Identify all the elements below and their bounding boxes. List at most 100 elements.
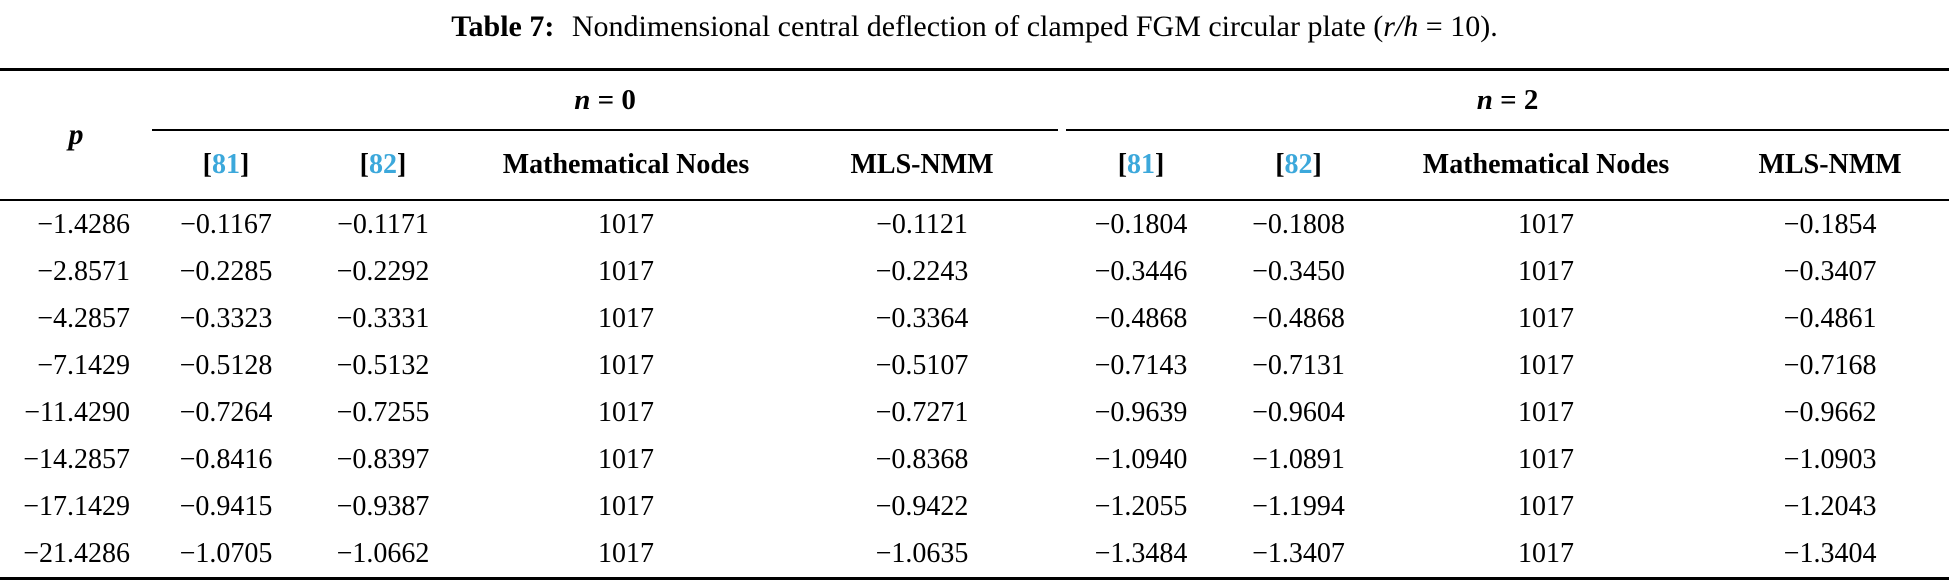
cell-n0-math-nodes: 1017	[598, 208, 654, 240]
cell-n2-ref81: −0.9639	[1094, 396, 1188, 428]
cell-spacer	[1058, 436, 1066, 483]
cell-n0-math-nodes: 1017	[598, 255, 654, 287]
cell-spacer	[1058, 342, 1066, 389]
bracket-close: ]	[397, 149, 407, 180]
cell-p: −7.1429	[37, 349, 130, 381]
group-n0-value: = 0	[590, 83, 636, 116]
cell-n0-ref82: −0.3331	[336, 302, 430, 334]
cell-n2-ref81: −0.3446	[1094, 255, 1188, 287]
cell-n2-math-nodes: 1017	[1518, 396, 1575, 428]
cell-n2-ref82: −0.4868	[1252, 302, 1345, 334]
bracket-close: ]	[1155, 149, 1165, 180]
table-row: −21.4286 −1.0705 −1.0662 1017 −1.0635 −1…	[0, 530, 1949, 579]
cell-n0-ref81: −0.2285	[179, 255, 273, 287]
group-n0-var: n	[574, 83, 591, 116]
cell-n0-math-nodes: 1017	[598, 537, 654, 569]
sub-header-row: [81] [82] Mathematical Nodes MLS-NMM [81…	[0, 130, 1949, 200]
group-n2-var: n	[1476, 83, 1493, 116]
cell-n0-math-nodes: 1017	[598, 443, 654, 475]
cell-n2-ref81: −1.0940	[1094, 443, 1188, 475]
cell-n0-ref82: −0.7255	[336, 396, 430, 428]
cell-n0-math-nodes: 1017	[598, 490, 654, 522]
cell-spacer	[1058, 389, 1066, 436]
cell-n0-ref81: −1.0705	[179, 537, 273, 569]
cell-p: −21.4286	[23, 537, 130, 569]
cell-n0-ref82: −0.9387	[336, 490, 430, 522]
cell-n0-mls-nmm: −0.1121	[876, 208, 968, 240]
cell-spacer	[1058, 248, 1066, 295]
bracket-open: [	[1117, 149, 1128, 180]
cell-n2-mls-nmm: −1.3404	[1783, 537, 1877, 569]
cell-n2-math-nodes: 1017	[1518, 349, 1575, 381]
cell-n2-math-nodes: 1017	[1518, 537, 1575, 569]
cell-n0-mls-nmm: −0.3364	[875, 302, 969, 334]
table-row: −17.1429 −0.9415 −0.9387 1017 −0.9422 −1…	[0, 483, 1949, 530]
bracket-open: [	[359, 149, 369, 180]
citation-link-82[interactable]: 82	[369, 149, 397, 180]
column-header-math-nodes-n2: Mathematical Nodes	[1422, 149, 1670, 180]
cell-n2-ref81: −0.1804	[1094, 208, 1188, 240]
bracket-open: [	[202, 149, 212, 180]
table-caption: Table 7: Nondimensional central deflecti…	[0, 0, 1949, 68]
cell-p: −2.8571	[37, 255, 130, 287]
cell-n0-ref82: −0.8397	[336, 443, 430, 475]
cell-n0-ref82: −0.1171	[337, 208, 429, 240]
cell-p: −14.2857	[23, 443, 130, 475]
cell-n0-ref81: −0.9415	[179, 490, 273, 522]
cell-n2-ref81: −1.3484	[1094, 537, 1188, 569]
cell-n2-math-nodes: 1017	[1518, 208, 1575, 240]
cell-n0-math-nodes: 1017	[598, 302, 654, 334]
data-table: p n = 0 n = 2 [81] [82] Mathematical Nod…	[0, 68, 1949, 580]
cell-p: −1.4286	[37, 208, 130, 240]
cell-n0-math-nodes: 1017	[598, 349, 654, 381]
table-body: −1.4286 −0.1167 −0.1171 1017 −0.1121 −0.…	[0, 200, 1949, 579]
cell-n2-ref82: −0.3450	[1252, 255, 1345, 287]
cell-n0-mls-nmm: −0.2243	[875, 255, 969, 287]
group-n2-value: = 2	[1492, 83, 1539, 116]
cell-n2-ref81: −1.2055	[1094, 490, 1188, 522]
cell-n2-ref82: −1.3407	[1252, 537, 1345, 569]
group-header-row: p n = 0 n = 2	[0, 69, 1949, 151]
citation-link-81[interactable]: 81	[1127, 149, 1156, 180]
cell-n2-math-nodes: 1017	[1518, 302, 1575, 334]
cell-n2-mls-nmm: −1.2043	[1783, 490, 1877, 522]
column-header-p: p	[68, 118, 84, 151]
column-header-ref81-n2: [81]	[1066, 130, 1216, 200]
cell-n0-ref81: −0.8416	[179, 443, 273, 475]
cell-n0-ref81: −0.7264	[179, 396, 273, 428]
table-row: −1.4286 −0.1167 −0.1171 1017 −0.1121 −0.…	[0, 200, 1949, 248]
cell-n0-mls-nmm: −0.5107	[875, 349, 969, 381]
cell-n0-ref81: −0.5128	[179, 349, 273, 381]
table-row: −2.8571 −0.2285 −0.2292 1017 −0.2243 −0.…	[0, 248, 1949, 295]
citation-link-81[interactable]: 81	[212, 149, 240, 180]
cell-n0-math-nodes: 1017	[598, 396, 654, 428]
caption-tail: = 10).	[1418, 10, 1498, 43]
cell-n2-mls-nmm: −0.7168	[1783, 349, 1877, 381]
cell-n2-mls-nmm: −0.4861	[1783, 302, 1877, 334]
cell-spacer	[1058, 200, 1066, 248]
cell-n0-mls-nmm: −0.8368	[875, 443, 969, 475]
cell-spacer	[1058, 483, 1066, 530]
column-header-mls-nmm-n2: MLS-NMM	[1758, 149, 1902, 180]
group-header-n0: n = 0	[152, 69, 1059, 131]
bracket-open: [	[1275, 149, 1285, 180]
table-row: −11.4290 −0.7264 −0.7255 1017 −0.7271 −0…	[0, 389, 1949, 436]
cell-n2-ref82: −0.7131	[1252, 349, 1345, 381]
cell-p: −11.4290	[24, 396, 130, 428]
cell-n2-mls-nmm: −0.3407	[1783, 255, 1877, 287]
cell-p: −17.1429	[23, 490, 130, 522]
table-header: p n = 0 n = 2 [81] [82] Mathematical Nod…	[0, 69, 1949, 200]
cell-n2-ref82: −1.1994	[1252, 490, 1345, 522]
cell-n0-ref82: −0.5132	[336, 349, 430, 381]
column-header-ref82-n2: [82]	[1216, 130, 1381, 200]
cell-n2-mls-nmm: −1.0903	[1783, 443, 1877, 475]
cell-n2-ref82: −1.0891	[1252, 443, 1345, 475]
cell-n2-ref81: −0.4868	[1094, 302, 1188, 334]
column-header-ref81-n0: [81]	[152, 130, 300, 200]
cell-n2-mls-nmm: −0.1854	[1783, 208, 1877, 240]
table-row: −14.2857 −0.8416 −0.8397 1017 −0.8368 −1…	[0, 436, 1949, 483]
caption-text: Nondimensional central deflection of cla…	[564, 10, 1384, 43]
cell-n2-math-nodes: 1017	[1518, 255, 1575, 287]
citation-link-82[interactable]: 82	[1284, 149, 1313, 180]
cell-n2-math-nodes: 1017	[1518, 443, 1575, 475]
